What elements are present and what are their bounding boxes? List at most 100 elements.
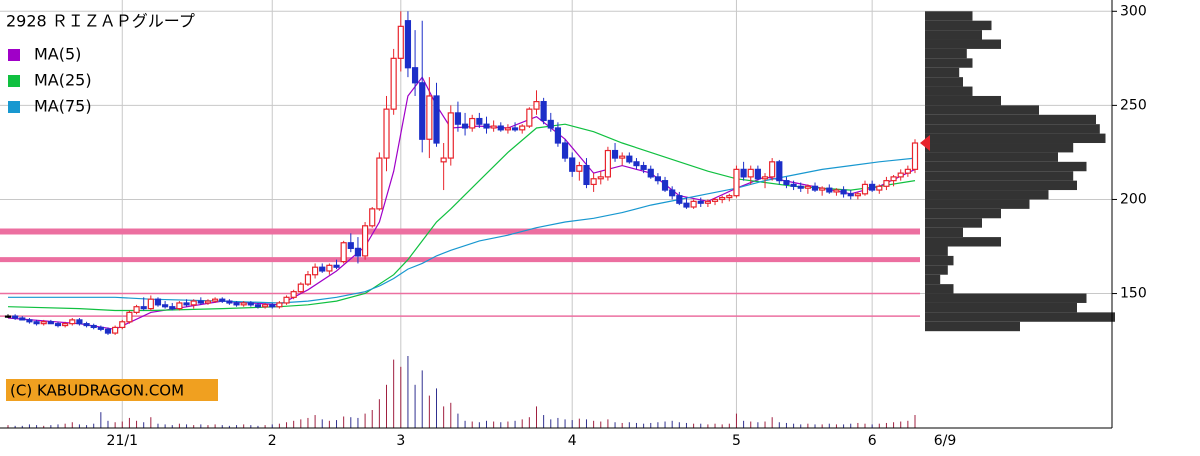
candle-body — [47, 321, 54, 325]
candle-body — [104, 328, 112, 334]
candle-body — [433, 95, 440, 144]
profile-bar — [925, 39, 1001, 49]
watermark-bg — [6, 379, 218, 401]
candle-body — [704, 200, 711, 204]
candle-body — [726, 195, 733, 199]
last-date: 6/9 — [934, 433, 957, 449]
candle-body — [504, 127, 512, 131]
profile-bar — [925, 67, 960, 78]
x-tick-label: 3 — [396, 433, 405, 449]
candle-body — [212, 298, 219, 302]
candle-body — [769, 161, 776, 178]
candle-body — [683, 202, 690, 208]
candle-body — [354, 247, 362, 257]
candle-body — [69, 319, 76, 325]
candle-body — [326, 264, 333, 272]
candle-body — [883, 180, 890, 187]
candle-body — [554, 127, 562, 144]
candle-body — [754, 168, 761, 180]
candle-body — [519, 125, 526, 131]
candle-body — [233, 302, 240, 306]
profile-bar — [925, 199, 1030, 209]
candle-body — [904, 168, 911, 174]
profile-bar — [925, 255, 954, 266]
candle-body — [819, 187, 826, 191]
candle-body — [226, 300, 233, 304]
candle-body — [369, 208, 376, 227]
candle-body — [740, 168, 747, 178]
profile-bar — [925, 95, 1001, 106]
legend-swatch — [8, 75, 20, 87]
profile-bar — [925, 218, 982, 228]
candle-body — [876, 185, 883, 191]
candle-body — [654, 176, 661, 182]
candle-body — [240, 302, 247, 306]
candle-body — [640, 164, 647, 170]
candle-body — [83, 323, 90, 327]
candle-body — [826, 187, 833, 193]
profile-bar — [925, 133, 1106, 144]
x-tick-label: 5 — [732, 433, 741, 449]
candle-body — [140, 306, 147, 310]
candle-body — [569, 157, 576, 172]
candle-body — [469, 117, 476, 129]
candle-body — [540, 101, 547, 122]
candle-body — [526, 108, 533, 127]
candle-body — [476, 117, 483, 125]
candle-body — [776, 161, 783, 182]
candle-body — [790, 183, 797, 187]
candle-body — [811, 185, 819, 191]
x-tick-label: 21/1 — [107, 433, 138, 449]
candle-body — [54, 323, 62, 327]
candle-body — [397, 25, 404, 59]
profile-bar — [925, 86, 973, 96]
profile-bar — [925, 302, 1077, 313]
candle-body — [833, 189, 840, 193]
candle-body — [147, 298, 154, 310]
candle-body — [583, 164, 590, 186]
profile-bar — [925, 152, 1058, 162]
candle-body — [533, 101, 540, 110]
x-tick-label: 6 — [868, 433, 877, 449]
candle-body — [126, 311, 133, 323]
candle-body — [840, 189, 847, 195]
candle-body — [4, 315, 12, 318]
profile-bar — [925, 20, 992, 31]
candle-body — [733, 168, 740, 197]
candle-body — [97, 326, 104, 330]
candle-body — [847, 193, 854, 197]
y-tick-label: 250 — [1120, 97, 1147, 113]
candle-body — [497, 125, 504, 131]
profile-bar — [925, 77, 963, 87]
candle-body — [590, 178, 597, 186]
candle-body — [447, 112, 454, 159]
profile-bar — [925, 161, 1087, 172]
candle-body — [390, 57, 397, 110]
candle-body — [190, 300, 197, 306]
profile-bar — [925, 312, 1115, 322]
watermark: (C) KABUDRAGON.COM — [10, 382, 184, 400]
candle-body — [797, 185, 804, 189]
candle-body — [490, 125, 497, 129]
candle-body — [669, 189, 676, 197]
candle-body — [204, 300, 212, 304]
candle-body — [62, 323, 69, 327]
candle-body — [661, 180, 669, 191]
profile-bar — [925, 227, 963, 238]
candle-body — [376, 157, 383, 210]
candle-body — [911, 142, 919, 170]
candle-body — [461, 123, 469, 129]
profile-bar — [925, 48, 967, 59]
profile-bar — [925, 321, 1020, 332]
candle-body — [597, 176, 604, 180]
candle-body — [483, 123, 490, 129]
candle-body — [40, 321, 47, 325]
candle-body — [547, 119, 554, 129]
candle-body — [676, 195, 683, 204]
candle-body — [154, 298, 162, 306]
candle-body — [426, 95, 433, 140]
candle-body — [454, 112, 462, 125]
marks — [0, 11, 1115, 428]
profile-bar — [925, 124, 1100, 134]
